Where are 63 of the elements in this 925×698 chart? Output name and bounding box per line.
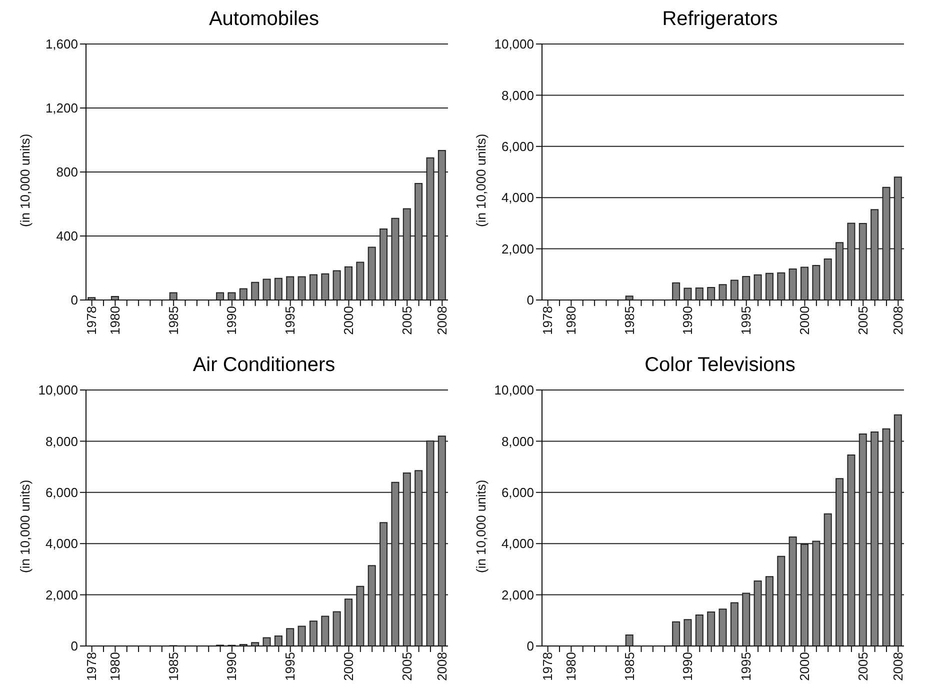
x-tick-label: 1985 xyxy=(166,306,181,335)
y-tick-label: 6,000 xyxy=(501,485,534,500)
x-tick-label: 2005 xyxy=(855,652,870,681)
y-axis-title: (in 10,000 units) xyxy=(474,134,489,227)
y-tick-label: 4,000 xyxy=(501,190,534,206)
x-tick-label: 1980 xyxy=(107,306,122,335)
chart-title: Refrigerators xyxy=(661,8,779,32)
x-tick-label: 1990 xyxy=(680,652,696,681)
x-tick-label: 1980 xyxy=(563,306,578,335)
x-tick-label: 1978 xyxy=(540,306,556,335)
y-tick-label: 8,000 xyxy=(45,434,78,449)
y-tick-label: 10,000 xyxy=(38,382,78,398)
x-tick-label: 1995 xyxy=(282,306,298,335)
x-tick-label: 2000 xyxy=(796,306,812,335)
x-tick-label: 2000 xyxy=(796,652,812,681)
x-tick-label: 2008 xyxy=(890,652,906,681)
x-tick-label: 1978 xyxy=(540,652,556,681)
x-tick-label: 2005 xyxy=(399,652,414,681)
x-tick-label: 1985 xyxy=(622,652,637,681)
y-tick-label: 2,000 xyxy=(501,241,534,256)
y-tick-label: 0 xyxy=(70,292,78,308)
x-tick-label: 1980 xyxy=(107,652,122,681)
y-axis-title: (in 10,000 units) xyxy=(18,134,33,227)
x-tick-label: 2000 xyxy=(340,652,356,681)
x-tick-label: 1995 xyxy=(738,652,754,681)
y-tick-label: 2,000 xyxy=(501,587,534,602)
y-tick-label: 0 xyxy=(526,638,534,654)
x-tick-label: 1980 xyxy=(563,652,578,681)
y-tick-label: 800 xyxy=(56,164,78,180)
y-tick-label: 4,000 xyxy=(45,536,78,552)
x-tick-label: 1990 xyxy=(224,652,240,681)
y-axis-title: (in 10,000 units) xyxy=(474,480,489,573)
chart-title: Air Conditioners xyxy=(192,354,336,378)
y-tick-label: 10,000 xyxy=(494,382,534,398)
x-tick-label: 1995 xyxy=(282,652,298,681)
y-tick-label: 8,000 xyxy=(501,434,534,449)
x-tick-label: 1985 xyxy=(166,652,181,681)
y-axis-title: (in 10,000 units) xyxy=(18,480,33,573)
y-tick-label: 8,000 xyxy=(501,88,534,103)
x-tick-label: 2008 xyxy=(890,306,906,335)
x-tick-label: 1990 xyxy=(680,306,696,335)
x-tick-label: 1985 xyxy=(622,306,637,335)
x-tick-label: 1990 xyxy=(224,306,240,335)
y-tick-label: 2,000 xyxy=(45,587,78,602)
y-tick-label: 6,000 xyxy=(501,139,534,154)
x-tick-label: 2005 xyxy=(399,306,414,335)
x-tick-label: 2005 xyxy=(855,306,870,335)
y-tick-label: 400 xyxy=(56,228,78,244)
y-tick-label: 10,000 xyxy=(494,36,534,52)
y-tick-label: 1,200 xyxy=(45,100,78,116)
y-tick-label: 0 xyxy=(70,638,78,654)
y-tick-label: 4,000 xyxy=(501,536,534,552)
x-tick-label: 1978 xyxy=(84,652,100,681)
x-tick-label: 2000 xyxy=(340,306,356,335)
y-tick-label: 0 xyxy=(526,292,534,308)
chart-title: Automobiles xyxy=(208,8,320,32)
x-tick-label: 1995 xyxy=(738,306,754,335)
x-tick-label: 2008 xyxy=(434,652,450,681)
y-tick-label: 6,000 xyxy=(45,485,78,500)
x-tick-label: 1978 xyxy=(84,306,100,335)
chart-title: Color Televisions xyxy=(644,354,796,378)
x-tick-label: 2008 xyxy=(434,306,450,335)
y-tick-label: 1,600 xyxy=(45,36,78,52)
